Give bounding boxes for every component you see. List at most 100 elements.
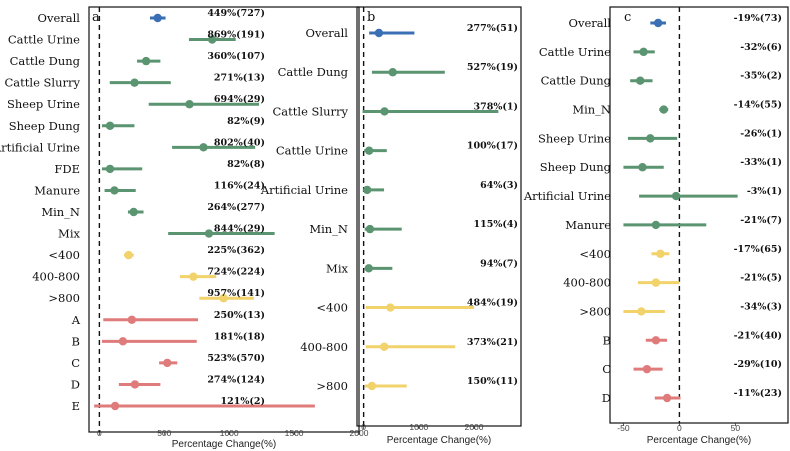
panel-frame [88, 6, 360, 433]
effect-value-label: -29%(10) [734, 359, 782, 370]
point-estimate [204, 229, 214, 238]
effect-value-label: 802%(40) [214, 137, 265, 148]
x-axis-label: Percentage Change(%) [647, 435, 752, 446]
row-label: Mix [58, 227, 80, 241]
row-400-800: 400-800 -21%(5) [563, 273, 782, 290]
point-estimate [651, 278, 661, 287]
row-400-800: 400-800 724%(224) [32, 267, 265, 284]
row-artificial-urine: Artificial Urine 802%(40) [0, 137, 265, 154]
row-400-800: 400-800 373%(21) [300, 337, 518, 354]
effect-value-label: 150%(11) [467, 376, 518, 387]
row-label: <400 [48, 248, 80, 262]
effect-value-label: -14%(55) [734, 100, 782, 111]
point-estimate [207, 35, 217, 44]
row-e: E 121%(2) [72, 396, 315, 413]
point-estimate [380, 342, 389, 351]
row-label: <400 [316, 301, 348, 315]
effect-value-label: 449%(727) [207, 8, 265, 19]
row-label: C [71, 356, 80, 370]
row-lt-400: <400 484%(19) [316, 298, 518, 315]
point-estimate [639, 47, 648, 57]
row-label: Sheep Urine [7, 97, 80, 111]
row-label: Artificial Urine [523, 189, 611, 203]
point-estimate [653, 18, 663, 28]
point-estimate [110, 401, 120, 411]
x-tick-label: 0 [97, 428, 102, 438]
row-label: Mix [326, 261, 348, 275]
row-gt-800: >800 -34%(3) [579, 301, 782, 318]
row-label: >800 [579, 304, 611, 318]
effect-value-label: 116%(24) [214, 180, 265, 191]
x-axis-label: Percentage Change(%) [387, 435, 492, 446]
row-d: D 274%(124) [71, 374, 265, 391]
row-overall: Overall 449%(727) [38, 8, 265, 25]
point-estimate [110, 186, 119, 195]
effect-value-label: 274%(124) [207, 374, 265, 385]
x-tick-label: 1500 [285, 428, 304, 438]
row-cattle-urine: Cattle Urine 100%(17) [276, 141, 518, 158]
point-estimate [367, 381, 377, 391]
effect-value-label: -21%(7) [740, 215, 782, 226]
point-estimate [141, 56, 151, 66]
point-estimate [130, 78, 139, 87]
effect-value-label: -21%(5) [740, 273, 782, 284]
row-label: 400-800 [300, 340, 348, 354]
effect-value-label: 523%(570) [207, 353, 265, 364]
effect-value-label: 527%(19) [467, 62, 518, 73]
point-estimate [651, 220, 661, 230]
row-label: E [72, 399, 80, 413]
point-estimate [637, 307, 646, 316]
row-overall: Overall 277%(51) [306, 23, 518, 40]
point-estimate [662, 393, 672, 403]
point-estimate [636, 76, 645, 85]
point-estimate [199, 143, 208, 152]
row-d: D -11%(23) [602, 388, 782, 405]
effect-value-label: 82%(8) [227, 159, 265, 170]
effect-value-label: 271%(13) [214, 73, 265, 84]
panel-letter: c [624, 10, 631, 25]
row-label: Cattle Urine [8, 33, 80, 47]
point-estimate [129, 207, 138, 217]
point-estimate [365, 224, 375, 234]
point-estimate [362, 185, 372, 195]
effect-value-label: -33%(1) [740, 157, 782, 168]
row-label: Overall [569, 16, 612, 30]
row-label: Cattle Dung [541, 74, 612, 88]
row-label: Cattle Urine [539, 45, 611, 59]
row-sheep-urine: Sheep Urine -26%(1) [538, 128, 782, 145]
row-min-n: Min_N 264%(277) [41, 202, 265, 219]
x-tick-label: 0 [361, 422, 366, 432]
effect-value-label: 94%(7) [480, 258, 518, 269]
effect-value-label: 64%(3) [480, 180, 518, 191]
row-min-n: Min_N 115%(4) [309, 219, 518, 236]
effect-value-label: -11%(23) [734, 388, 782, 399]
row-label: Sheep Urine [538, 131, 611, 145]
point-estimate [638, 163, 647, 172]
point-estimate [153, 13, 162, 23]
row-label: <400 [579, 247, 611, 261]
row-c: C -29%(10) [602, 359, 782, 376]
effect-value-label: 225%(362) [207, 245, 265, 256]
row-label: 400-800 [563, 276, 611, 290]
row-artificial-urine: Artificial Urine -3%(1) [523, 186, 782, 203]
point-estimate [374, 28, 384, 38]
effect-value-label: -35%(2) [740, 71, 782, 82]
panel-frame [609, 6, 789, 424]
effect-value-label: -34%(3) [740, 301, 782, 312]
row-label: 400-800 [32, 270, 80, 284]
effect-value-label: -21%(40) [734, 330, 782, 341]
x-tick-label: 2000 [350, 428, 369, 438]
panel-a: a 0 500 1000 1500 2000 Percentage Change(%) Ove… [0, 6, 369, 450]
row-cattle-dung: Cattle Dung 360%(107) [10, 51, 265, 68]
effect-value-label: -32%(6) [740, 42, 782, 53]
row-cattle-dung: Cattle Dung 527%(19) [278, 62, 518, 79]
row-label: FDE [54, 162, 80, 176]
row-label: Overall [38, 11, 81, 25]
row-label: Cattle Slurry [273, 104, 349, 118]
effect-value-label: 957%(141) [207, 288, 265, 299]
point-estimate [646, 134, 655, 143]
effect-value-label: -19%(73) [734, 13, 782, 24]
row-label: Cattle Urine [276, 144, 348, 158]
effect-value-label: 373%(21) [467, 337, 518, 348]
